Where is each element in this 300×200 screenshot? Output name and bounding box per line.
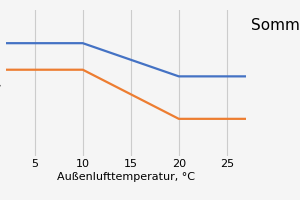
X-axis label: Außenlufttemperatur, °C: Außenlufttemperatur, °C: [57, 172, 195, 182]
Text: Winter: Winter: [0, 82, 1, 97]
Text: Sommer: Sommer: [251, 18, 300, 33]
